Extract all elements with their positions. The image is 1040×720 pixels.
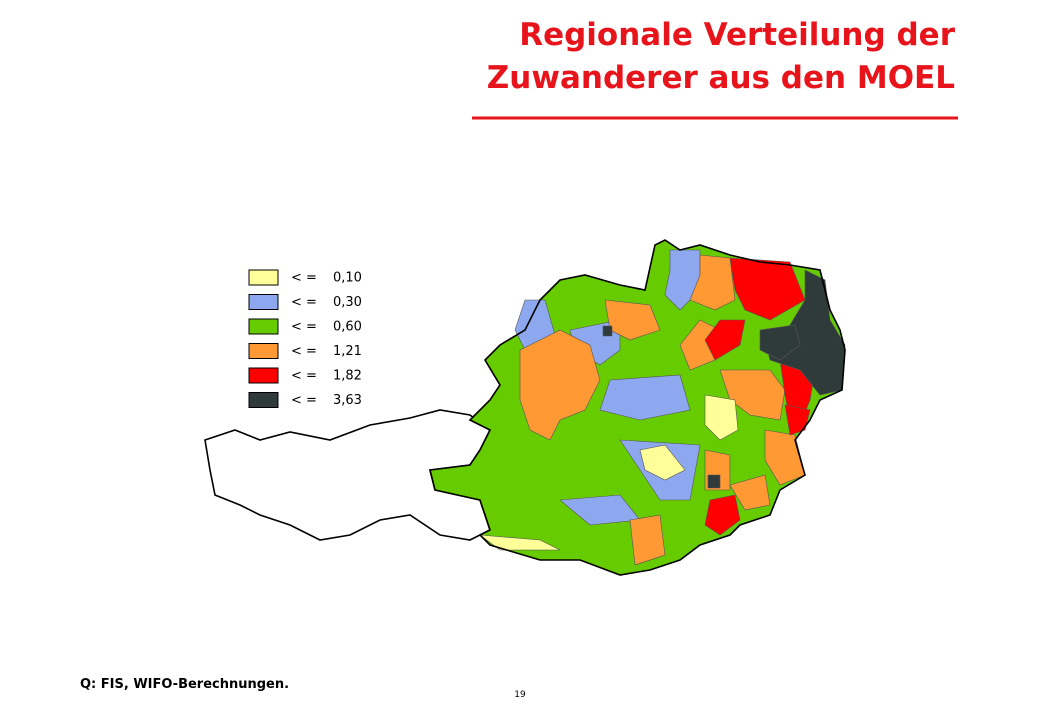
legend-swatch	[248, 392, 279, 408]
legend: < = 0,10 < = 0,30 < = 0,60 < = 1,21 < = 1,82 < = 3,…	[248, 269, 362, 408]
legend-operator: < =	[291, 271, 317, 286]
legend-swatch	[248, 294, 279, 310]
legend-operator: < =	[291, 369, 317, 384]
map-region	[764, 269, 846, 396]
legend-swatch	[248, 343, 279, 359]
map-region	[478, 534, 561, 551]
map-region	[519, 329, 601, 441]
map-region	[759, 324, 801, 361]
map	[204, 239, 846, 576]
legend-operator: < =	[291, 344, 317, 359]
legend-label: 1,21	[333, 344, 362, 359]
legend-operator: < =	[291, 320, 317, 335]
legend-swatch	[248, 367, 279, 384]
page-number: 19	[514, 690, 526, 700]
country-outline	[429, 239, 846, 576]
map-region	[602, 325, 613, 337]
legend-label: 0,60	[333, 320, 362, 335]
legend-label: 0,10	[333, 271, 362, 286]
source-note: Q: FIS, WIFO-Berechnungen.	[80, 677, 289, 692]
map-region	[704, 494, 741, 536]
map-region	[639, 444, 686, 481]
map-region	[664, 249, 701, 311]
legend-label: 0,30	[333, 295, 362, 310]
map-region	[604, 299, 661, 341]
legend-swatch	[248, 269, 279, 286]
map-region	[704, 319, 746, 361]
map-region	[599, 374, 691, 421]
map-region	[704, 394, 739, 441]
legend-label: 1,82	[333, 369, 362, 384]
title-line: Regionale Verteilung der	[519, 17, 955, 53]
map-region	[629, 514, 666, 566]
legend-label: 3,63	[333, 393, 362, 408]
legend-swatch	[248, 318, 279, 335]
legend-operator: < =	[291, 295, 317, 310]
map-region	[729, 474, 771, 511]
map-region	[707, 474, 721, 489]
legend-operator: < =	[291, 393, 317, 408]
map-region	[729, 257, 806, 321]
title-line: Zuwanderer aus den MOEL	[487, 60, 955, 96]
